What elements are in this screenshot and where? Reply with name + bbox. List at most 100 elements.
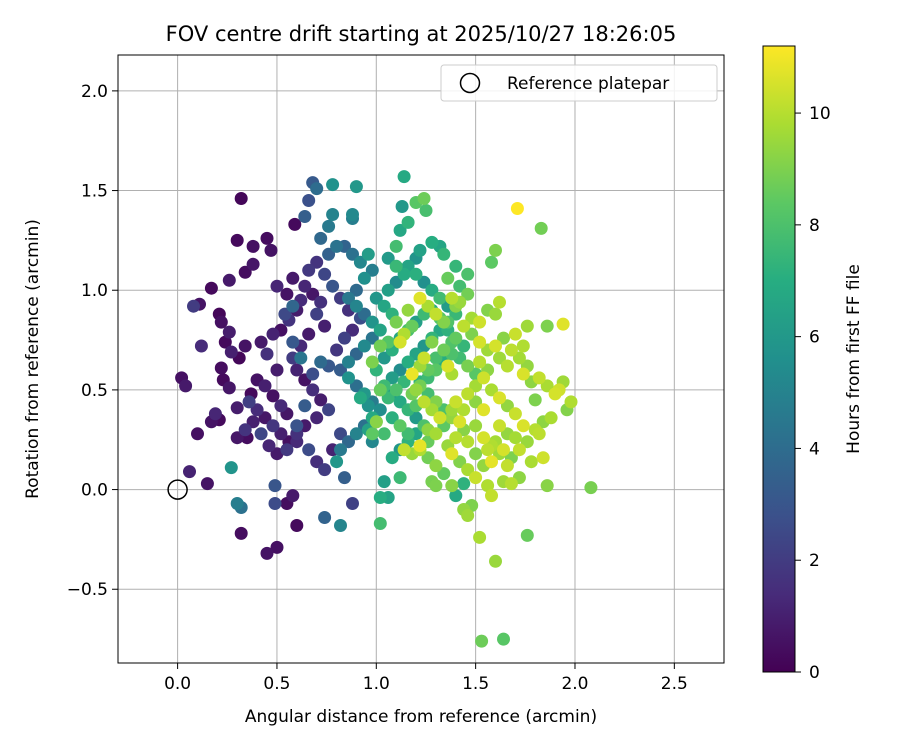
data-point	[512, 443, 526, 457]
colorbar-tick-label: 2	[809, 551, 820, 571]
colorbar-tick-label: 4	[809, 439, 820, 459]
data-point	[417, 192, 431, 205]
data-point	[497, 632, 510, 646]
data-point	[230, 401, 244, 415]
data-point	[449, 331, 463, 345]
data-point	[349, 283, 363, 297]
data-point	[393, 419, 407, 433]
data-point	[381, 251, 395, 265]
data-point	[365, 427, 379, 441]
data-point	[342, 355, 355, 369]
data-point	[504, 477, 518, 491]
data-point	[357, 339, 371, 353]
data-point	[485, 455, 498, 469]
data-point	[334, 443, 347, 457]
data-point	[489, 339, 502, 353]
data-point	[377, 351, 391, 365]
data-point	[540, 379, 554, 393]
data-point	[187, 299, 200, 313]
data-point	[425, 335, 439, 349]
data-point	[234, 526, 248, 540]
data-point	[417, 395, 431, 409]
data-point	[441, 359, 455, 373]
data-point	[397, 375, 411, 389]
data-point	[497, 331, 510, 345]
data-point	[445, 447, 459, 461]
data-point	[349, 347, 363, 361]
data-point	[477, 371, 491, 385]
data-point	[222, 381, 236, 395]
data-point	[361, 399, 375, 413]
data-point	[532, 371, 546, 385]
data-point	[230, 233, 244, 247]
data-point	[429, 427, 443, 441]
data-point	[461, 509, 475, 522]
data-point	[377, 427, 391, 441]
data-point	[222, 325, 236, 339]
data-point	[365, 263, 379, 277]
data-point	[373, 323, 387, 337]
data-point	[268, 479, 282, 493]
data-point	[377, 299, 391, 313]
data-point	[334, 519, 347, 532]
data-point	[258, 379, 272, 393]
data-point	[520, 319, 534, 333]
data-point	[540, 479, 554, 493]
data-point	[493, 351, 506, 365]
data-point	[318, 267, 332, 281]
data-point	[433, 291, 447, 305]
data-point	[475, 634, 489, 648]
data-point	[437, 247, 451, 261]
data-point	[338, 331, 351, 345]
data-point	[310, 455, 324, 469]
data-point	[469, 447, 483, 461]
data-point	[238, 339, 252, 353]
data-point	[326, 279, 340, 293]
data-point	[397, 443, 411, 457]
data-point	[346, 247, 359, 261]
data-point	[349, 299, 363, 313]
data-point	[485, 489, 498, 503]
data-point	[461, 435, 475, 449]
data-point	[393, 363, 407, 377]
data-point	[204, 281, 218, 295]
data-point	[409, 383, 423, 397]
data-point	[298, 210, 312, 223]
data-point	[346, 497, 359, 510]
data-point	[457, 403, 471, 417]
data-point	[461, 387, 475, 401]
data-point	[473, 335, 487, 349]
data-point	[349, 180, 363, 194]
data-point	[280, 287, 294, 301]
data-point	[208, 407, 222, 421]
data-point	[461, 287, 475, 301]
legend-entry-label: Reference platepar	[507, 74, 669, 94]
data-point	[381, 391, 395, 405]
colorbar: 0 2 4 6 8 10 Hours from first FF file	[762, 45, 864, 683]
data-point	[461, 359, 475, 373]
data-point	[194, 339, 208, 353]
data-point	[266, 419, 280, 433]
data-point	[481, 443, 495, 457]
data-point	[342, 291, 355, 305]
data-point	[290, 363, 304, 377]
data-point	[222, 273, 236, 287]
data-point	[290, 419, 304, 433]
data-point	[389, 383, 403, 397]
data-point	[421, 451, 435, 465]
data-point	[254, 427, 268, 441]
data-point	[421, 299, 435, 313]
data-point	[401, 427, 415, 441]
data-point	[381, 283, 395, 297]
data-point	[493, 295, 506, 309]
data-point	[286, 271, 300, 285]
data-point	[346, 323, 359, 337]
data-point	[302, 443, 316, 457]
data-point	[489, 307, 502, 321]
data-point	[413, 243, 427, 257]
data-point	[389, 239, 403, 253]
data-point	[405, 319, 419, 333]
data-point	[477, 403, 491, 417]
data-point	[417, 275, 431, 289]
data-point	[246, 415, 260, 429]
